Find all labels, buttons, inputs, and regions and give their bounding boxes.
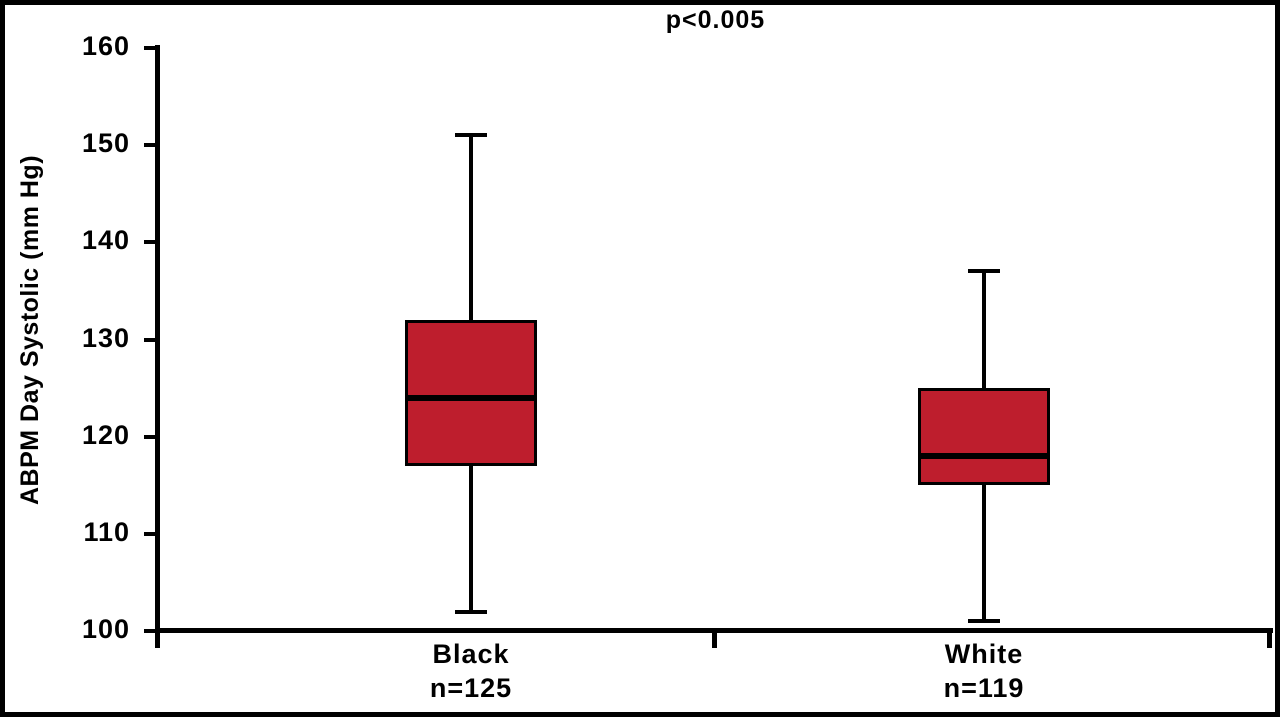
y-tick-mark bbox=[144, 46, 158, 50]
upper-whisker-line bbox=[469, 135, 473, 321]
y-tick-label: 150 bbox=[81, 128, 130, 159]
y-tick-label: 130 bbox=[81, 322, 130, 353]
y-tick-label: 160 bbox=[81, 31, 130, 61]
y-tick-label: 100 bbox=[81, 614, 130, 644]
y-tick-mark bbox=[144, 434, 158, 439]
category-label-black: Black n=125 bbox=[321, 637, 621, 705]
y-tick-label: 140 bbox=[81, 225, 130, 256]
iqr-box bbox=[405, 320, 537, 466]
lower-whisker-line bbox=[469, 465, 473, 612]
lower-whisker-cap bbox=[455, 609, 487, 614]
x-tick-mark bbox=[712, 628, 717, 648]
median-line bbox=[921, 453, 1047, 460]
y-tick-mark bbox=[144, 240, 158, 245]
y-tick-mark bbox=[144, 337, 158, 342]
upper-whisker-line bbox=[982, 271, 986, 389]
category-name: Black bbox=[432, 639, 510, 669]
lower-whisker-cap bbox=[968, 619, 1000, 624]
y-tick-mark bbox=[144, 629, 158, 633]
lower-whisker-line bbox=[982, 485, 986, 622]
category-n-count: n=125 bbox=[429, 673, 513, 703]
category-n-count: n=119 bbox=[943, 673, 1025, 703]
iqr-box bbox=[918, 388, 1050, 486]
y-tick-mark bbox=[144, 143, 158, 148]
median-line bbox=[408, 394, 534, 401]
y-tick-label: 120 bbox=[81, 419, 130, 450]
y-tick-mark bbox=[144, 531, 158, 536]
y-axis-line bbox=[155, 45, 160, 648]
category-label-white: White n=119 bbox=[834, 637, 1134, 705]
upper-whisker-cap bbox=[968, 269, 1000, 274]
x-tick-mark bbox=[1267, 628, 1272, 648]
upper-whisker-cap bbox=[455, 133, 487, 138]
p-value-annotation: p<0.005 bbox=[665, 6, 766, 34]
category-name: White bbox=[944, 639, 1024, 669]
y-tick-label: 110 bbox=[83, 516, 130, 547]
